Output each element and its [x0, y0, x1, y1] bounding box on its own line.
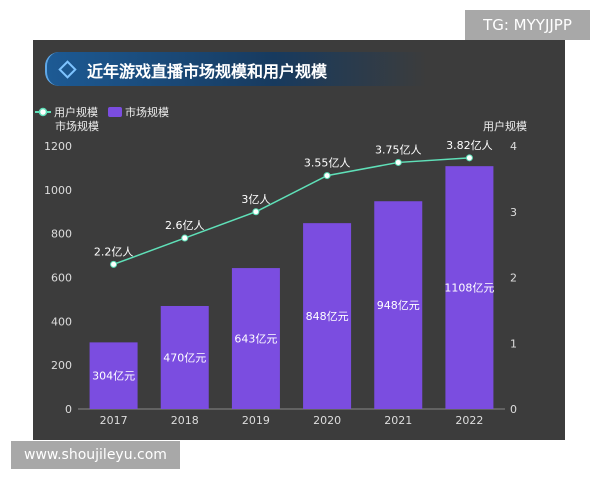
- y2-tick-label: 2: [510, 272, 517, 285]
- bar-data-label: 948亿元: [377, 299, 420, 312]
- x-tick-label: 2019: [242, 414, 270, 427]
- bar-data-label: 643亿元: [234, 333, 277, 346]
- title-bar: 近年游戏直播市场规模和用户规模: [45, 52, 427, 86]
- y-tick-label: 0: [65, 403, 72, 416]
- users-data-label: 2.6亿人: [165, 219, 205, 232]
- y-tick-label: 600: [51, 272, 72, 285]
- bar-data-label: 304亿元: [92, 370, 135, 383]
- users-point: [110, 260, 118, 268]
- legend-bar-marker: [108, 107, 122, 117]
- bar-2020: [303, 223, 352, 409]
- x-tick-label: 2018: [171, 414, 199, 427]
- y2-tick-label: 0: [510, 403, 517, 416]
- users-point: [252, 208, 260, 216]
- legend-label-market: 市场规模: [125, 105, 169, 119]
- users-data-label: 3.75亿人: [375, 143, 422, 156]
- legend-line-marker-dot: [38, 107, 48, 117]
- y2-axis-label: 用户规模: [483, 119, 527, 133]
- y-tick-label: 400: [51, 315, 72, 328]
- bar-2019: [231, 268, 280, 409]
- y2-tick-label: 3: [510, 206, 517, 219]
- users-line: [113, 157, 470, 266]
- y-axis-label: 市场规模: [55, 119, 99, 133]
- bar-2021: [374, 201, 423, 409]
- bar-data-label: 1108亿元: [444, 282, 494, 295]
- bar-data-label: 848亿元: [306, 310, 349, 323]
- users-point: [465, 154, 473, 162]
- chart-title: 近年游戏直播市场规模和用户规模: [87, 62, 328, 81]
- users-data-label: 3.82亿人: [446, 139, 493, 152]
- y-tick-label: 1000: [44, 184, 72, 197]
- bar-data-label: 470亿元: [163, 351, 206, 364]
- bar-2017: [89, 342, 138, 409]
- y2-tick-label: 1: [510, 337, 517, 350]
- legend-label-users: 用户规模: [54, 105, 98, 119]
- y-tick-label: 200: [51, 359, 72, 372]
- bar-2018: [160, 305, 209, 409]
- x-tick-label: 2020: [313, 414, 341, 427]
- y-tick-label: 800: [51, 228, 72, 241]
- x-tick-label: 2021: [384, 414, 412, 427]
- watermark-tg: TG: MYYJJPP: [465, 10, 590, 40]
- y-tick-label: 1200: [44, 140, 72, 153]
- y2-tick-label: 4: [510, 140, 517, 153]
- users-point: [181, 234, 189, 242]
- users-data-label: 3.55亿人: [304, 157, 351, 170]
- users-point: [394, 158, 402, 166]
- users-data-label: 3亿人: [241, 193, 270, 206]
- watermark-site: www.shoujileyu.com: [11, 441, 180, 469]
- bar-2022: [445, 166, 494, 409]
- x-tick-label: 2017: [100, 414, 128, 427]
- x-tick-label: 2022: [455, 414, 483, 427]
- users-point: [323, 172, 331, 180]
- users-data-label: 2.2亿人: [94, 245, 134, 258]
